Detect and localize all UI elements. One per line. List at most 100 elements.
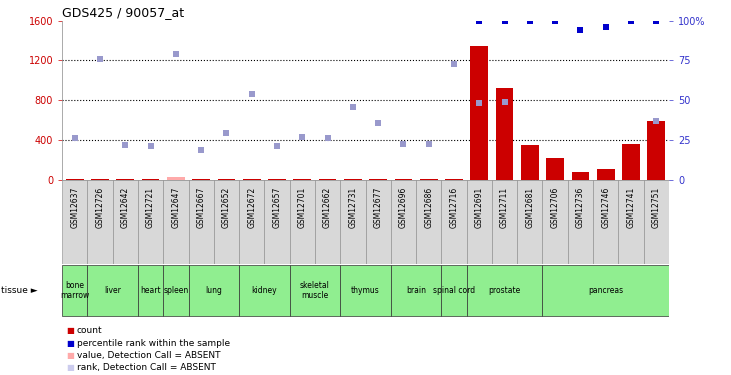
Text: GSM12686: GSM12686	[424, 187, 433, 228]
Text: GSM12667: GSM12667	[197, 187, 205, 228]
Text: percentile rank within the sample: percentile rank within the sample	[77, 339, 230, 348]
Bar	[268, 178, 286, 180]
Text: ■: ■	[66, 326, 74, 335]
Text: ■: ■	[66, 363, 74, 372]
Bar	[218, 178, 235, 180]
Bar	[572, 172, 589, 180]
Bar	[596, 169, 615, 180]
Bar	[492, 180, 518, 264]
Bar	[66, 178, 83, 180]
Text: brain: brain	[406, 286, 426, 295]
Bar	[189, 180, 213, 264]
Bar	[391, 180, 416, 264]
Text: liver: liver	[105, 286, 121, 295]
Bar	[189, 266, 239, 316]
Text: GDS425 / 90057_at: GDS425 / 90057_at	[62, 6, 184, 19]
Bar	[167, 177, 185, 180]
Bar	[622, 144, 640, 180]
Text: GSM12746: GSM12746	[601, 187, 610, 228]
Bar	[445, 178, 463, 180]
Bar	[213, 180, 239, 264]
Bar	[239, 180, 265, 264]
Bar	[319, 178, 336, 180]
Bar	[289, 180, 315, 264]
Text: GSM12647: GSM12647	[171, 187, 181, 228]
Text: GSM12701: GSM12701	[298, 187, 307, 228]
Text: thymus: thymus	[351, 286, 380, 295]
Text: pancreas: pancreas	[588, 286, 624, 295]
Text: GSM12691: GSM12691	[474, 187, 484, 228]
Text: GSM12736: GSM12736	[576, 187, 585, 228]
Bar	[239, 266, 289, 316]
Bar	[113, 180, 138, 264]
Bar	[496, 88, 513, 180]
Bar	[416, 180, 442, 264]
Text: lung: lung	[205, 286, 222, 295]
Text: GSM12706: GSM12706	[550, 187, 560, 228]
Text: GSM12721: GSM12721	[146, 187, 155, 228]
Text: value, Detection Call = ABSENT: value, Detection Call = ABSENT	[77, 351, 220, 360]
Text: kidney: kidney	[251, 286, 277, 295]
Bar	[265, 180, 289, 264]
Bar	[391, 266, 442, 316]
Bar	[116, 178, 135, 180]
Bar	[442, 266, 466, 316]
Text: GSM12637: GSM12637	[70, 187, 79, 228]
Bar	[395, 178, 412, 180]
Text: GSM12711: GSM12711	[500, 187, 509, 228]
Bar	[340, 180, 366, 264]
Bar	[344, 178, 362, 180]
Text: skeletal
muscle: skeletal muscle	[300, 281, 330, 300]
Bar	[91, 178, 109, 180]
Bar	[466, 266, 542, 316]
Bar	[293, 178, 311, 180]
Text: GSM12657: GSM12657	[273, 187, 281, 228]
Bar	[315, 180, 340, 264]
Text: GSM12677: GSM12677	[374, 187, 382, 228]
Bar	[518, 180, 542, 264]
Text: GSM12741: GSM12741	[626, 187, 635, 228]
Text: spinal cord: spinal cord	[433, 286, 475, 295]
Bar	[643, 180, 669, 264]
Bar	[88, 266, 138, 316]
Text: tissue ►: tissue ►	[1, 286, 38, 295]
Bar	[521, 145, 539, 180]
Bar	[62, 180, 88, 264]
Text: GSM12652: GSM12652	[222, 187, 231, 228]
Text: GSM12662: GSM12662	[323, 187, 332, 228]
Text: GSM12696: GSM12696	[399, 187, 408, 228]
Bar	[340, 266, 391, 316]
Text: heart: heart	[140, 286, 161, 295]
Text: count: count	[77, 326, 102, 335]
Bar	[542, 266, 669, 316]
Text: bone
marrow: bone marrow	[60, 281, 89, 300]
Text: prostate: prostate	[488, 286, 520, 295]
Text: GSM12731: GSM12731	[349, 187, 357, 228]
Bar	[138, 266, 163, 316]
Text: GSM12716: GSM12716	[450, 187, 458, 228]
Text: GSM12642: GSM12642	[121, 187, 130, 228]
Bar	[142, 178, 159, 180]
Bar	[62, 266, 88, 316]
Bar	[542, 180, 568, 264]
Bar	[568, 180, 593, 264]
Bar	[138, 180, 163, 264]
Bar	[546, 158, 564, 180]
Bar	[88, 180, 113, 264]
Text: ■: ■	[66, 351, 74, 360]
Text: rank, Detection Call = ABSENT: rank, Detection Call = ABSENT	[77, 363, 216, 372]
Text: GSM12726: GSM12726	[96, 187, 105, 228]
Bar	[366, 180, 391, 264]
Text: spleen: spleen	[163, 286, 189, 295]
Text: GSM12751: GSM12751	[652, 187, 661, 228]
Bar	[192, 178, 210, 180]
Bar	[243, 178, 260, 180]
Bar	[369, 178, 387, 180]
Bar	[420, 178, 438, 180]
Text: ■: ■	[66, 339, 74, 348]
Bar	[648, 121, 665, 180]
Text: GSM12672: GSM12672	[247, 187, 257, 228]
Bar	[471, 45, 488, 180]
Text: GSM12681: GSM12681	[526, 187, 534, 228]
Bar	[593, 180, 618, 264]
